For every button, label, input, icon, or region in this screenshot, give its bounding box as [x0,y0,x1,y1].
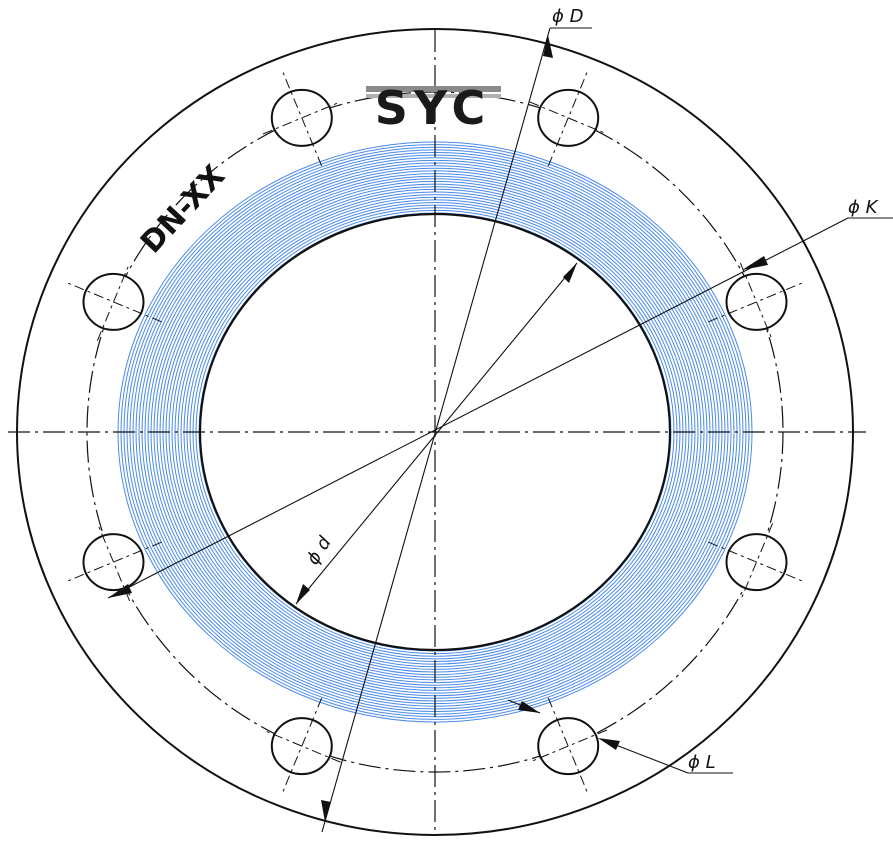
logo-text: SYC [375,81,492,135]
bolt-hole-tangent-line [262,101,341,135]
bolt-hole-radial-line [708,281,805,323]
arrow-l-a [518,701,540,713]
bolt-hole [529,697,608,795]
bolt-hole [65,262,162,341]
bolt-hole-tangent-line [529,101,608,135]
dimension-arrows [108,35,768,822]
outer-diameter-label: ϕ D [552,6,583,27]
flange-size-label: DN-XX [134,159,232,261]
bolt-circle-leader [107,217,849,599]
arrow-d-bottom [321,800,331,822]
bolt-hole-label: ϕ L [688,752,716,773]
bolt-holes [65,69,805,795]
arrow-k-left [108,584,132,598]
bolt-hole-radial-line [708,541,805,583]
bolt-hole-tangent-line [96,262,131,341]
brand-logo: SYC [366,81,501,135]
inner-diameter-leader [295,262,578,605]
arrow-k-right [742,256,768,270]
logo-bar-mid [366,94,501,98]
arrow-d-top [543,35,553,58]
bolt-hole-tangent-line [529,729,608,763]
bolt-hole-radial-line [65,281,162,323]
bolt-hole [262,697,341,795]
bolt-hole-tangent-line [262,729,341,763]
bolt-hole-radial-line [281,697,323,795]
bolt-hole-tangent-line [739,262,774,341]
bolt-hole [708,262,805,341]
arrow-l-b [598,738,620,750]
bolt-hole [708,523,805,602]
bolt-hole [65,523,162,602]
bolt-circle-label: ϕ K [848,197,879,218]
dimension-lines [107,27,893,833]
bolt-hole-radial-line [65,541,162,583]
bolt-hole-radial-line [281,69,323,167]
bolt-hole [262,69,341,167]
arrow-di-bottom [296,584,310,604]
logo-bar-top [366,86,501,92]
bolt-hole-radial-line [547,697,589,795]
bolt-hole-radial-line [547,69,589,167]
arrow-di-top [563,263,577,283]
bolt-hole [529,69,608,167]
bolt-hole-tangent-line [739,523,774,602]
